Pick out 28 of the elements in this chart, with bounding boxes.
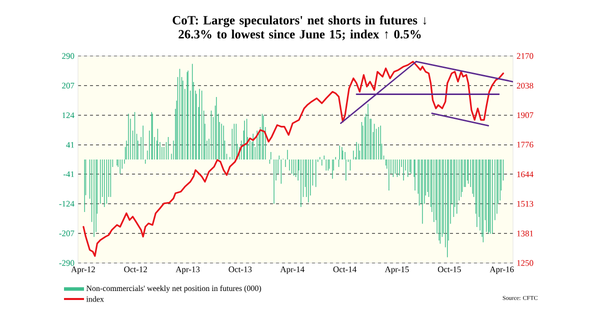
x-tick-label: Apr-16 — [490, 266, 514, 274]
y2-tick-label: 1381 — [517, 230, 534, 236]
x-tick-label: Apr-15 — [384, 266, 409, 274]
y-tick-label: -41 — [63, 171, 74, 177]
y2-tick-label: 1644 — [517, 171, 534, 178]
x-tick-label: Apr-12 — [71, 266, 95, 274]
legend-label: Non-commercials' weekly net position in futures (000) — [86, 285, 262, 293]
chart-title: CoT: Large speculators' net shorts in futures ↓ 26.3% to lowest since June 15; index ↑ 0.5% — [172, 16, 426, 40]
x-tick-label: Oct-14 — [333, 266, 356, 272]
y-tick-label: 124 — [62, 112, 74, 118]
y2-tick-label: 1250 — [517, 260, 534, 266]
y-tick-label: -290 — [59, 260, 74, 266]
y-tick-label: 41 — [66, 142, 74, 148]
y-tick-label: -207 — [59, 230, 74, 236]
y-tick-label: 207 — [62, 82, 74, 88]
x-tick-label: Apr-14 — [280, 266, 304, 274]
x-tick-label: Apr-13 — [176, 266, 200, 274]
y2-tick-label: 1776 — [517, 142, 534, 148]
x-tick-label: Oct-13 — [228, 266, 252, 272]
y-tick-label: 290 — [62, 53, 74, 59]
y-tick-label: -124 — [59, 200, 74, 207]
x-tick-label: Oct-12 — [124, 266, 147, 272]
y2-tick-label: 2170 — [516, 53, 534, 59]
x-tick-label: Oct-15 — [438, 266, 461, 272]
legend-label: index — [86, 296, 104, 302]
y2-tick-label: 2038 — [516, 82, 534, 89]
y2-tick-label: 1907 — [517, 112, 534, 118]
y2-tick-label: 1513 — [517, 200, 534, 207]
